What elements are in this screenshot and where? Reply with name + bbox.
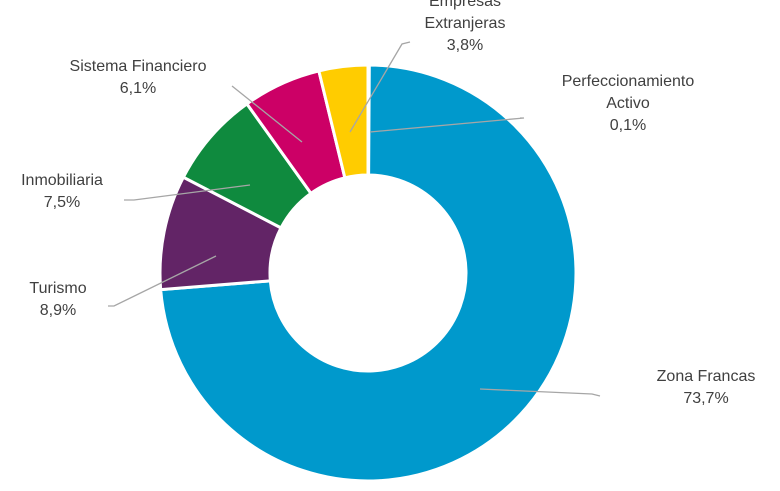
leader-lines-group [108,41,601,397]
data-label-perfeccionamiento-activo: Perfeccionamiento Activo 0,1% [562,73,695,134]
category-label: Perfeccionamiento [562,73,695,90]
value-label: 3,8% [447,37,483,54]
value-label: 0,1% [610,117,646,134]
value-label: 7,5% [44,194,80,211]
leader-line-perfeccionamiento-activo [369,117,525,133]
category-label: Zona Francas [657,368,756,385]
leader-line-zona-francas [479,388,601,397]
slice-empresas-extranjeras [317,63,370,180]
category-label: Turismo [29,280,86,297]
data-label-inmobiliaria: Inmobiliaria 7,5% [21,172,103,211]
leader-line-empresas-extranjeras [349,41,411,133]
data-label-empresas-extranjeras: Empresas Extranjeras 3,8% [425,0,506,54]
category-label: Sistema Financiero [70,58,207,75]
data-label-zona-francas: Zona Francas 73,7% [657,368,756,407]
category-label: Inmobiliaria [21,172,103,189]
category-label: Activo [606,95,650,112]
leader-line-sistema-financiero [231,85,303,143]
data-label-turismo: Turismo 8,9% [29,280,86,319]
category-label: Empresas [429,0,501,10]
data-label-sistema-financiero: Sistema Financiero 6,1% [70,58,207,97]
slices-group [158,63,578,483]
slice-zona-francas [159,63,578,483]
leader-line-turismo [108,255,217,307]
labels-group: Perfeccionamiento Activo 0,1% Zona Francas 7… [21,0,755,407]
leader-line-inmobiliaria [124,184,251,201]
category-label: Extranjeras [425,15,506,32]
value-label: 73,7% [683,390,728,407]
value-label: 6,1% [120,80,156,97]
value-label: 8,9% [40,302,76,319]
